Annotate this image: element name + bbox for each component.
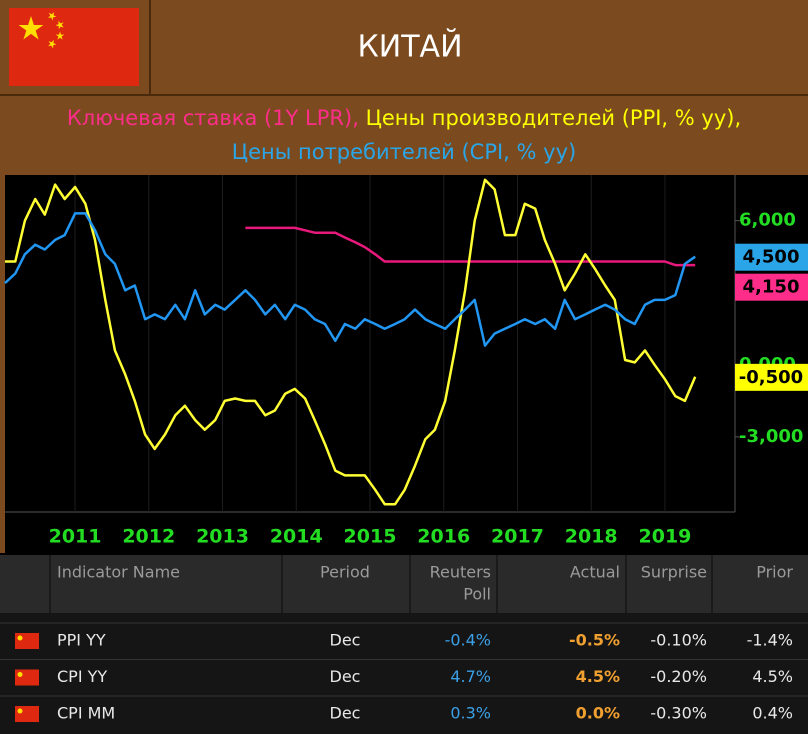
end-label: 4,500	[743, 247, 800, 268]
y-tick-label: 6,000	[739, 210, 796, 231]
star	[47, 12, 57, 21]
table-cell: 0.0%	[576, 704, 620, 723]
column-header: Prior	[756, 563, 793, 582]
table-cell: 4.5%	[752, 667, 793, 686]
chart-bg	[5, 175, 808, 553]
table-cell: Dec	[330, 704, 361, 723]
row-flag-star	[17, 708, 23, 714]
legend-lpr: Ключевая ставка (1Y LPR),	[67, 106, 359, 130]
table-cell: -0.5%	[569, 631, 620, 650]
table-cell: -1.4%	[747, 631, 793, 650]
end-label-bg	[735, 363, 808, 391]
end-label-bg	[735, 243, 808, 271]
table-cell: -0.4%	[445, 631, 491, 650]
table-cell: -0.20%	[650, 667, 707, 686]
row-flag	[15, 669, 39, 686]
star	[18, 16, 44, 40]
x-tick-label: 2012	[122, 526, 175, 548]
star	[55, 31, 65, 40]
column-header: Actual	[570, 563, 620, 582]
legend-cpi: Цены потребителей (CPI, % yy)	[232, 140, 576, 164]
table-cell: 0.4%	[752, 704, 793, 723]
row-flag	[15, 706, 39, 722]
x-tick-label: 2016	[417, 526, 470, 548]
column-header: Surprise	[641, 563, 707, 582]
table-cell: Dec	[330, 667, 361, 686]
x-tick-label: 2018	[565, 526, 618, 548]
row-flag	[15, 633, 39, 649]
column-header: Period	[320, 563, 370, 582]
frame-left	[0, 175, 5, 553]
table-cell: 4.5%	[576, 667, 620, 686]
row-flag-star	[17, 672, 23, 677]
flag	[9, 8, 139, 86]
plot: 2011 2012 2013 2014 2015 2016 2017 2018 2019 6,00…	[4, 175, 808, 548]
table: Indicator Name Period Reuters Poll Actual Sur…	[0, 555, 808, 723]
table-cell: 0.3%	[450, 704, 491, 723]
row-flag-star	[17, 635, 23, 641]
table-cell: Dec	[330, 631, 361, 650]
x-tick-label: 2013	[196, 526, 249, 548]
table-cell: -0.10%	[650, 631, 707, 650]
end-label: 4,150	[743, 277, 800, 298]
flag-stars	[18, 12, 65, 49]
table-header-bg	[0, 555, 808, 613]
x-tick-label: 2014	[270, 526, 323, 548]
header-divider	[0, 94, 808, 96]
flag-divider	[149, 0, 151, 94]
column-header: Indicator Name	[57, 563, 180, 582]
table-cell: PPI YY	[57, 631, 106, 650]
table-cell: CPI YY	[57, 667, 107, 686]
y-tick-label: -3,000	[739, 426, 803, 447]
table-cell: -0.30%	[650, 704, 707, 723]
x-tick-label: 2011	[49, 526, 102, 548]
x-tick-label: 2019	[639, 526, 692, 548]
x-tick-label: 2015	[344, 526, 397, 548]
column-header: Reuters	[430, 563, 491, 582]
star	[48, 39, 57, 49]
x-tick-label: 2017	[491, 526, 544, 548]
star	[55, 20, 64, 30]
table-cell: CPI MM	[57, 704, 115, 723]
series-line	[4, 212, 696, 347]
legend-ppi: Цены производителей (PPI, % yy),	[366, 106, 742, 130]
column-header: Poll	[463, 585, 491, 604]
series-line	[5, 178, 697, 506]
table-cell: 4.7%	[450, 667, 491, 686]
end-label: -0,500	[739, 367, 803, 388]
end-label-bg	[735, 273, 808, 301]
title: КИТАЙ	[357, 29, 462, 65]
subtitle-line1: Ключевая ставка (1Y LPR), Цены производи…	[67, 106, 741, 130]
